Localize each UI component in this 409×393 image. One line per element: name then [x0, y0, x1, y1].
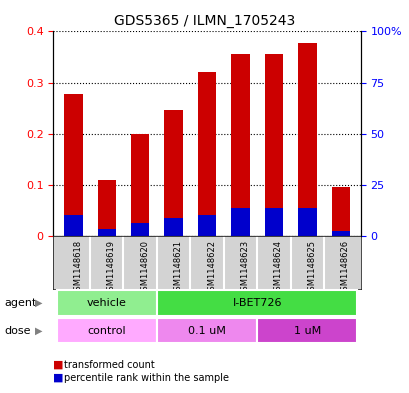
Text: 0.1 uM: 0.1 uM [188, 325, 225, 336]
Text: GSM1148623: GSM1148623 [240, 240, 249, 296]
Text: GSM1148622: GSM1148622 [207, 240, 216, 296]
Bar [131, 223, 149, 236]
Bar [164, 218, 182, 236]
Text: GSM1148618: GSM1148618 [73, 240, 82, 296]
Bar [56, 290, 157, 316]
Bar [97, 180, 116, 236]
Text: ▶: ▶ [35, 298, 43, 308]
Text: GSM1148621: GSM1148621 [173, 240, 182, 296]
Text: GSM1148619: GSM1148619 [106, 240, 115, 296]
Text: control: control [87, 325, 126, 336]
Bar [297, 43, 316, 236]
Bar [164, 110, 182, 236]
Bar [264, 54, 282, 236]
Text: transformed count: transformed count [63, 360, 154, 370]
Bar [231, 208, 249, 236]
Bar [97, 229, 116, 236]
Text: GSM1148620: GSM1148620 [140, 240, 149, 296]
Bar [56, 318, 157, 343]
Bar [64, 94, 82, 236]
Text: I-BET726: I-BET726 [232, 298, 281, 308]
Text: 1 uM: 1 uM [293, 325, 320, 336]
Bar [198, 215, 216, 236]
Bar [131, 134, 149, 236]
Bar [331, 231, 349, 236]
Text: agent: agent [4, 298, 36, 308]
Text: dose: dose [4, 325, 31, 336]
Text: GSM1148624: GSM1148624 [273, 240, 282, 296]
Bar [264, 208, 282, 236]
Bar [198, 72, 216, 236]
Text: GDS5365 / ILMN_1705243: GDS5365 / ILMN_1705243 [114, 14, 295, 28]
Text: GSM1148625: GSM1148625 [307, 240, 316, 296]
Bar [331, 187, 349, 236]
Bar [157, 318, 256, 343]
Bar [231, 54, 249, 236]
Text: percentile rank within the sample: percentile rank within the sample [63, 373, 228, 383]
Bar [157, 290, 357, 316]
Bar [64, 215, 82, 236]
Text: ▶: ▶ [35, 325, 43, 336]
Bar [297, 208, 316, 236]
Text: vehicle: vehicle [87, 298, 126, 308]
Text: ■: ■ [53, 360, 64, 370]
Text: ■: ■ [53, 373, 64, 383]
Text: GSM1148626: GSM1148626 [340, 240, 349, 296]
Bar [256, 318, 357, 343]
